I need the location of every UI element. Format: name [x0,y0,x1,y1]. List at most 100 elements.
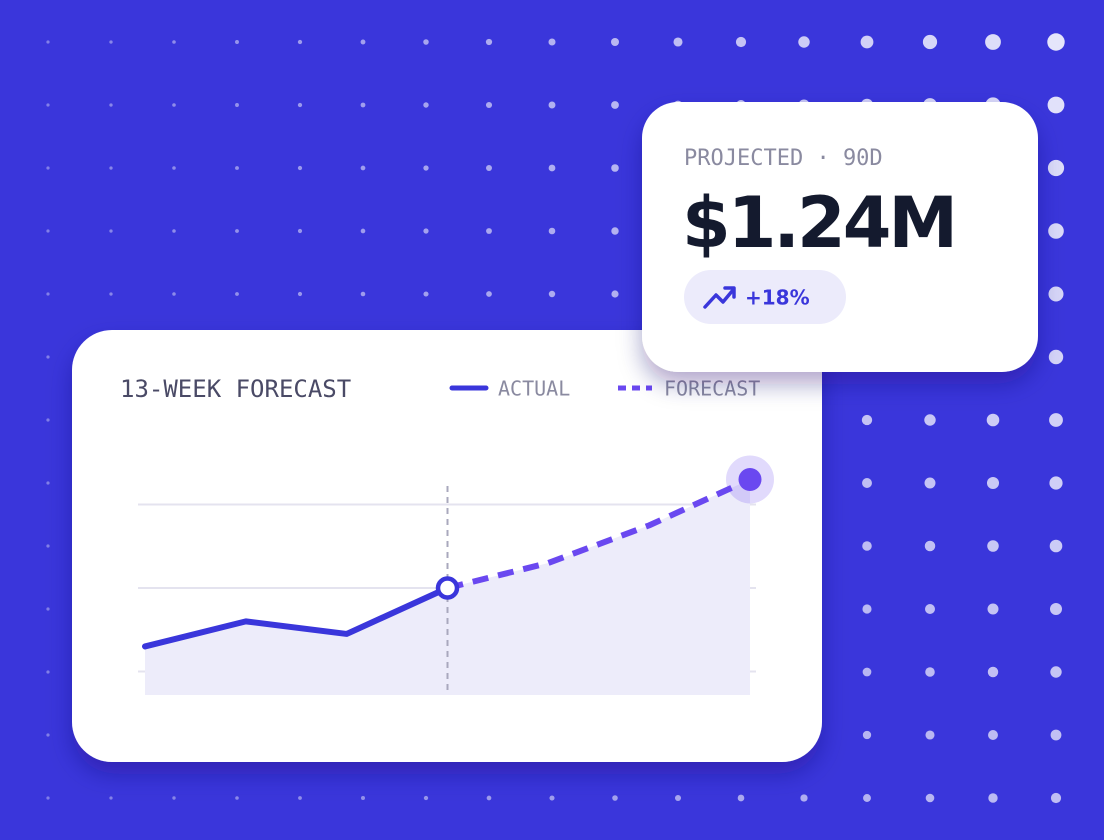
dot [297,291,303,297]
area [447,479,750,695]
dot [46,229,50,233]
dot [1050,666,1062,678]
dot [486,165,492,171]
dot [46,733,50,737]
dot [46,355,50,359]
dot [235,292,239,296]
dot [486,228,492,234]
series-line [142,585,451,650]
dot [297,39,303,45]
dot [987,666,999,678]
dot [986,413,1000,427]
dot [1048,223,1064,239]
dot [735,36,747,48]
dot [611,164,619,172]
dot [1050,729,1062,741]
dot [862,730,872,740]
dot [46,40,50,44]
dot [612,795,618,801]
chart-title: 13-WEEK FORECAST [120,375,351,403]
dot [673,37,683,47]
dot [1050,603,1062,615]
dot [925,730,935,740]
dot [548,164,556,172]
dot [1048,349,1064,365]
dot [860,35,874,49]
legend-label: ACTUAL [498,377,570,401]
dot [1049,476,1063,490]
dot [46,670,50,674]
dot [548,290,556,298]
dot [611,101,619,109]
dot [172,229,176,233]
dot [861,414,873,426]
dot [737,794,745,802]
dot [360,291,366,297]
dot [800,794,808,802]
legend-label: FORECAST [664,377,760,401]
dot [423,291,429,297]
trend-icon [703,288,735,309]
kpi-label: PROJECTED · 90D [684,146,883,171]
dot [109,40,113,44]
plot [138,455,774,695]
dot [297,102,303,108]
dot [924,414,936,426]
dot [235,103,239,107]
dot [985,34,1001,50]
dot [109,166,113,170]
dot [1047,33,1065,51]
kpi-change: +18% [745,286,810,310]
dot [924,603,936,615]
dot [548,227,556,235]
dot [925,667,935,677]
dot [423,39,429,45]
dot [924,477,936,489]
dot [1047,159,1065,177]
legend: ACTUAL FORECAST [449,377,760,401]
dot [549,795,555,801]
dot [922,34,938,50]
current-point [435,576,460,600]
dot [109,229,113,233]
dot [987,603,999,615]
dot [423,795,429,801]
dot [863,794,871,802]
dot [360,39,366,45]
dot [611,227,619,235]
dot [1049,413,1063,427]
dot [987,540,999,552]
dot [172,40,176,44]
dot [46,796,50,800]
dot [46,166,50,170]
dot [1049,539,1063,553]
dot [172,292,176,296]
dot [46,103,50,107]
dot [485,38,493,46]
dot [46,292,50,296]
dot [798,36,810,48]
dot [988,793,998,803]
dot [611,290,619,298]
dot [297,165,303,171]
dot [1047,96,1065,114]
dot [360,228,366,234]
dot [1048,286,1064,302]
dot [46,607,50,611]
dot [46,481,50,485]
dot [1050,792,1062,804]
dot [423,228,429,234]
dot [235,40,239,44]
dot [925,793,935,803]
dot [109,292,113,296]
dot [486,291,492,297]
change-pill [684,270,846,324]
area [145,588,448,695]
dot [988,730,998,740]
dot [862,604,872,614]
dot [986,476,1000,490]
dot [297,228,303,234]
dot [674,794,682,802]
